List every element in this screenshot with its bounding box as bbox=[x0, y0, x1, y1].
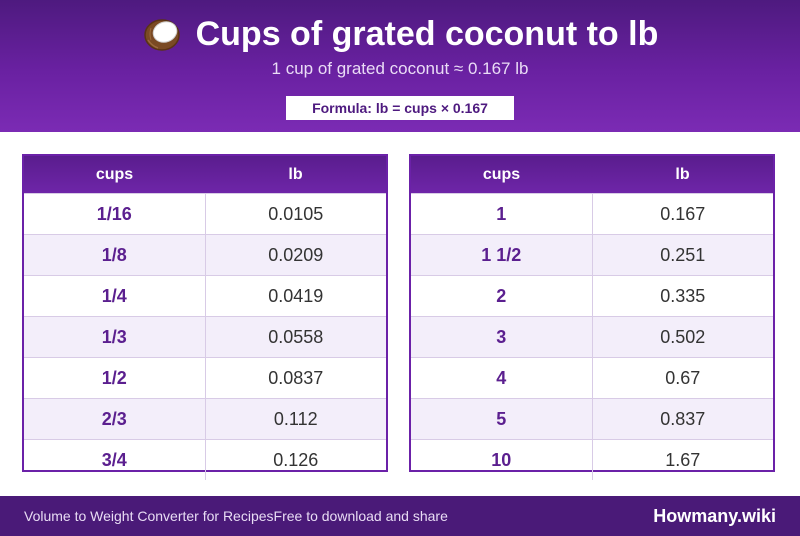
footer-share-note: Free to download and share bbox=[273, 508, 448, 524]
lb-cell: 0.0209 bbox=[205, 234, 386, 276]
cups-cell: 1/3 bbox=[24, 316, 206, 358]
table-row: 1/16 0.0105 bbox=[24, 193, 386, 235]
lb-cell: 0.251 bbox=[592, 234, 773, 276]
table-row: 3/4 0.126 bbox=[24, 439, 386, 480]
column-header-cups: cups bbox=[411, 156, 592, 194]
table-row: 1 0.167 bbox=[411, 193, 773, 235]
cups-cell: 3/4 bbox=[24, 439, 206, 480]
cups-cell: 5 bbox=[411, 398, 593, 440]
column-header-lb: lb bbox=[205, 156, 386, 194]
table-row: 1/8 0.0209 bbox=[24, 234, 386, 276]
lb-cell: 0.126 bbox=[205, 439, 386, 480]
cups-cell: 2 bbox=[411, 275, 593, 317]
table-row: 2/3 0.112 bbox=[24, 398, 386, 440]
lb-cell: 0.335 bbox=[592, 275, 773, 317]
brand-link[interactable]: Howmany.wiki bbox=[653, 506, 776, 526]
lb-cell: 0.112 bbox=[205, 398, 386, 440]
cups-cell: 10 bbox=[411, 439, 593, 480]
cups-cell: 2/3 bbox=[24, 398, 206, 440]
formula-badge: Formula: lb = cups × 0.167 bbox=[286, 96, 514, 120]
table-row: 5 0.837 bbox=[411, 398, 773, 440]
coconut-icon bbox=[143, 19, 180, 51]
conversion-table-right: cups lb 1 0.167 1 1/2 0.251 2 0.335 3 0.… bbox=[409, 154, 775, 480]
header-banner: Cups of grated coconut to lb 1 cup of gr… bbox=[0, 0, 800, 132]
table-row: 1/2 0.0837 bbox=[24, 357, 386, 399]
lb-cell: 0.0105 bbox=[205, 193, 386, 235]
cups-cell: 1/8 bbox=[24, 234, 206, 276]
cups-cell: 1 1/2 bbox=[411, 234, 593, 276]
lb-cell: 0.0419 bbox=[205, 275, 386, 317]
lb-cell: 0.0837 bbox=[205, 357, 386, 399]
lb-cell: 0.837 bbox=[592, 398, 773, 440]
table-row: 3 0.502 bbox=[411, 316, 773, 358]
lb-cell: 0.502 bbox=[592, 316, 773, 358]
footer-app-name: Volume to Weight Converter for Recipes bbox=[24, 508, 274, 524]
title-row: Cups of grated coconut to lb bbox=[0, 12, 800, 56]
cups-cell: 1/2 bbox=[24, 357, 206, 399]
lb-cell: 0.67 bbox=[592, 357, 773, 399]
lb-cell: 1.67 bbox=[592, 439, 773, 480]
table-row: 2 0.335 bbox=[411, 275, 773, 317]
lb-cell: 0.167 bbox=[592, 193, 773, 235]
cups-cell: 1/4 bbox=[24, 275, 206, 317]
cups-cell: 1/16 bbox=[24, 193, 206, 235]
lb-cell: 0.0558 bbox=[205, 316, 386, 358]
cups-cell: 1 bbox=[411, 193, 593, 235]
conversion-table-left: cups lb 1/16 0.0105 1/8 0.0209 1/4 0.041… bbox=[22, 154, 388, 480]
conversion-subtitle: 1 cup of grated coconut ≈ 0.167 lb bbox=[271, 59, 529, 78]
table-row: 1/4 0.0419 bbox=[24, 275, 386, 317]
table-row: 1 1/2 0.251 bbox=[411, 234, 773, 276]
cups-cell: 3 bbox=[411, 316, 593, 358]
table-row: 10 1.67 bbox=[411, 439, 773, 480]
column-header-lb: lb bbox=[592, 156, 773, 194]
table-row: 1/3 0.0558 bbox=[24, 316, 386, 358]
table-row: 4 0.67 bbox=[411, 357, 773, 399]
footer-caption: Volume to Weight Converter for RecipesFr… bbox=[24, 496, 448, 536]
cups-cell: 4 bbox=[411, 357, 593, 399]
footer-bar: Volume to Weight Converter for RecipesFr… bbox=[0, 496, 800, 536]
page-title: Cups of grated coconut to lb bbox=[195, 15, 659, 53]
column-header-cups: cups bbox=[24, 156, 205, 194]
